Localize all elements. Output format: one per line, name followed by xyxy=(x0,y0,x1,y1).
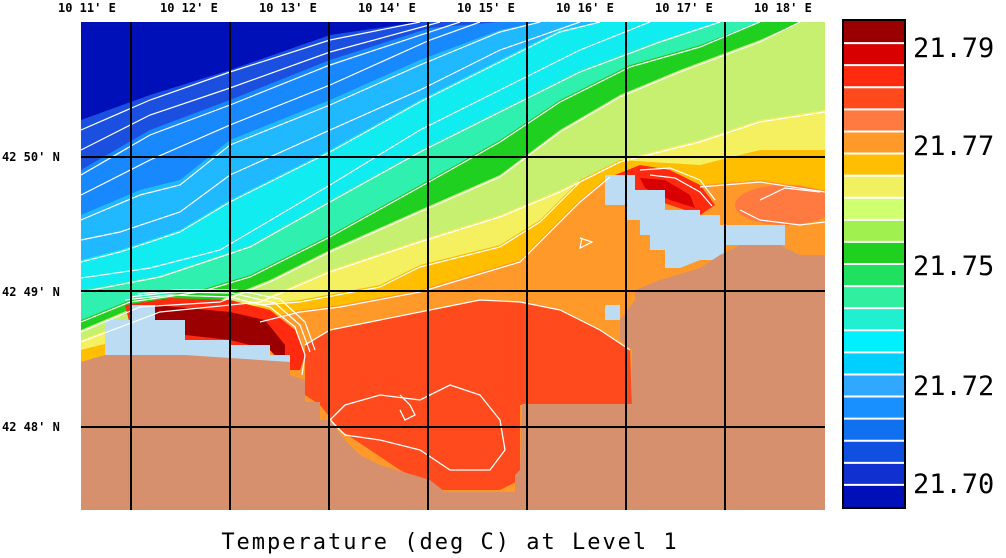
longitude-labels: 10 11' E 10 12' E 10 13' E 10 14' E 10 1… xyxy=(58,1,812,15)
latitude-labels: 42 50' N 42 49' N 42 48' N xyxy=(2,150,60,434)
scale-swatch xyxy=(844,65,904,88)
masked-cells-s xyxy=(605,305,620,320)
scale-swatch xyxy=(844,21,904,44)
scale-swatch xyxy=(844,308,904,331)
scale-swatch xyxy=(844,131,904,155)
lon-label: 10 16' E xyxy=(556,1,614,15)
hot-core-ne xyxy=(640,178,695,208)
scale-swatch xyxy=(844,462,904,486)
lat-label: 42 49' N xyxy=(2,285,60,299)
scale-label: 21.70 xyxy=(913,469,994,500)
lon-label: 10 15' E xyxy=(457,1,515,15)
scale-swatch xyxy=(844,374,904,398)
scale-label: 21.79 xyxy=(913,33,994,64)
red-warm-water xyxy=(305,300,632,490)
lat-label: 42 48' N xyxy=(2,420,60,434)
red-contour xyxy=(329,384,506,471)
map-title: Temperature (deg C) at Level 1 xyxy=(221,530,679,555)
plot-area xyxy=(81,22,825,510)
lon-label: 10 14' E xyxy=(358,1,416,15)
lon-label: 10 18' E xyxy=(754,1,812,15)
scale-swatch xyxy=(844,87,904,110)
scale-label: 21.75 xyxy=(913,251,994,282)
scale-swatch xyxy=(844,286,904,309)
lat-lon-grid xyxy=(81,22,825,510)
scale-swatch xyxy=(844,440,904,464)
scale-swatch xyxy=(844,175,904,199)
lon-label: 10 17' E xyxy=(655,1,713,15)
scale-label: 21.77 xyxy=(913,131,994,162)
scale-swatch xyxy=(844,330,904,353)
lon-label: 10 11' E xyxy=(58,1,116,15)
scale-swatch xyxy=(844,197,904,221)
color-scale-bar xyxy=(844,21,904,508)
scale-swatch xyxy=(844,219,904,243)
warm-patch-e xyxy=(735,185,825,225)
color-scale-labels: 21.79 21.77 21.75 21.72 21.70 xyxy=(913,33,994,500)
scale-swatch xyxy=(844,264,904,287)
masked-cells-ne xyxy=(605,175,785,268)
lon-label: 10 12' E xyxy=(160,1,218,15)
red-contour-inner xyxy=(399,394,416,421)
scale-swatch xyxy=(844,396,904,420)
scale-swatch xyxy=(844,352,904,375)
lon-label: 10 13' E xyxy=(259,1,317,15)
color-scale-frame xyxy=(842,19,906,509)
scale-swatch xyxy=(844,241,904,265)
masked-cells-w xyxy=(105,305,290,362)
scale-swatch xyxy=(844,109,904,132)
scale-swatch xyxy=(844,484,904,508)
hot-core-w xyxy=(155,305,285,365)
scale-swatch xyxy=(844,43,904,66)
lat-label: 42 50' N xyxy=(2,150,60,164)
land-area xyxy=(81,245,825,510)
scale-swatch xyxy=(844,153,904,177)
scale-swatch xyxy=(844,418,904,442)
scale-label: 21.72 xyxy=(913,371,994,402)
